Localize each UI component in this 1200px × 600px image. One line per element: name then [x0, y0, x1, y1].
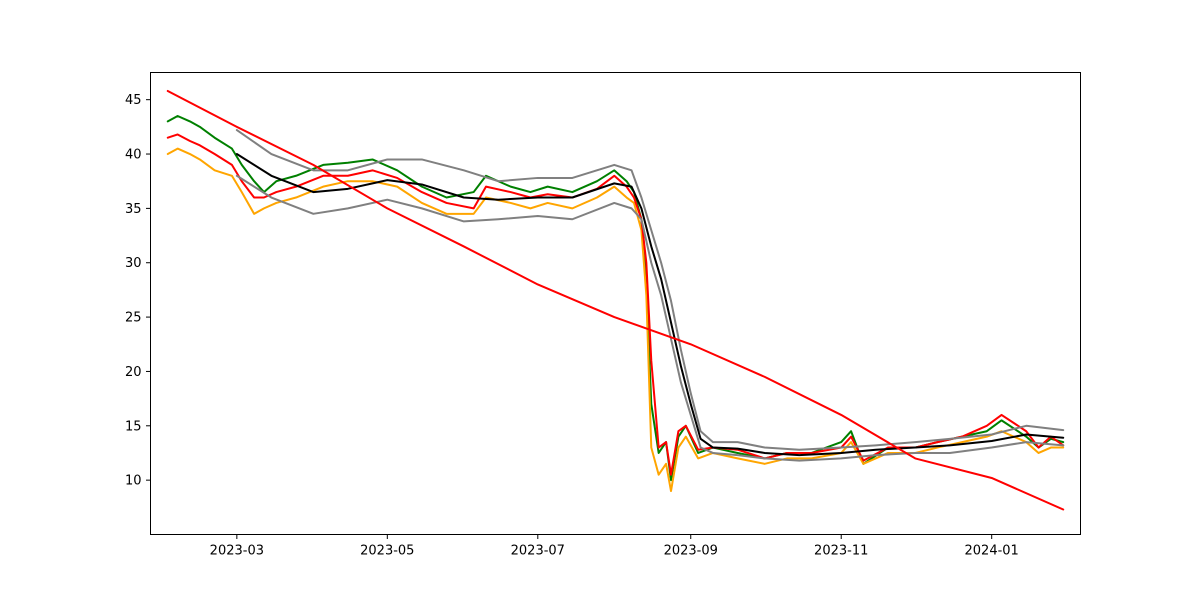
y-axis: 10 15 20 25 30 35 40 45: [125, 93, 151, 489]
y-tick-label: 10: [125, 474, 142, 489]
x-tick-label: 2023-09: [664, 544, 718, 559]
series-layer: [166, 89, 1065, 511]
y-tick-label: 35: [125, 202, 142, 217]
x-tick-label: 2023-07: [511, 544, 565, 559]
x-tick-label: 2024-01: [965, 544, 1019, 559]
x-axis: 2023-03 2023-05 2023-07 2023-09 2023-11 2024-…: [210, 534, 1019, 559]
series-line-3: [166, 133, 1065, 476]
y-tick-label: 15: [125, 419, 142, 434]
x-tick-label: 2023-11: [814, 544, 868, 559]
series-line-5: [235, 174, 1065, 462]
series-line-4: [235, 129, 1065, 451]
y-tick-label: 30: [125, 256, 142, 271]
y-tick-label: 20: [125, 365, 142, 380]
plot-frame: [150, 72, 1081, 535]
x-tick-label: 2023-03: [210, 544, 264, 559]
y-tick-label: 40: [125, 148, 142, 163]
series-line-6: [235, 153, 1065, 457]
series-line-7: [166, 89, 1065, 511]
y-tick-label: 45: [125, 93, 142, 108]
x-tick-label: 2023-05: [360, 544, 414, 559]
y-tick-label: 25: [125, 311, 142, 326]
